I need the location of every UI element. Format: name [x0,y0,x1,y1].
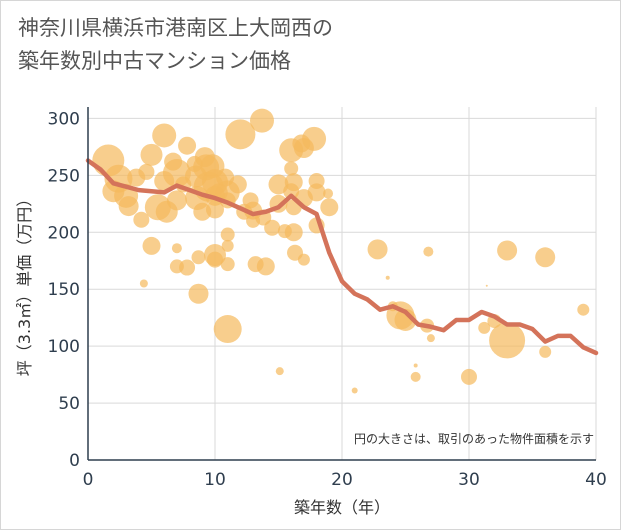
bubble-point [307,183,326,202]
y-tick-label: 50 [58,394,80,414]
bubble-point [220,257,235,272]
bubble-point [284,173,303,192]
bubble-point [284,223,303,242]
chart-title: 神奈川県横浜市港南区上大岡西の 築年数別中古マンション価格 [18,12,333,78]
y-tick-label: 100 [48,337,80,357]
bubble-point [423,246,434,257]
chart-title-line-1: 神奈川県横浜市港南区上大岡西の [18,16,333,40]
bubble-point [152,123,177,148]
bubble-point [302,126,327,151]
tick-labels: 0 50 100 150 200 250 300 0 10 20 30 40 [48,109,607,490]
bubble-point [178,136,197,155]
y-tick-label: 150 [48,280,80,300]
bubble-point [213,315,242,344]
y-tick-label: 200 [48,223,80,243]
bubble-point [206,200,224,219]
bubble-point [413,363,418,368]
bubble-point [320,198,339,217]
bubble-point [284,161,299,176]
bubble-series [92,108,590,394]
bubble-point [497,240,518,261]
bubble-point [478,321,491,334]
bubble-point [426,334,435,343]
bubble-point [171,243,182,254]
bubble-point [220,227,235,242]
bubble-point [297,253,310,266]
bubble-point [489,322,526,359]
bubble-point [166,190,187,211]
bubble-point [179,259,196,276]
x-tick-label: 30 [458,470,480,490]
y-tick-label: 0 [69,451,80,471]
bubble-point [539,345,552,358]
x-tick-label: 40 [585,470,607,490]
y-axis-title: 坪（3.3㎡）単価（万円） [15,191,34,376]
bubble-point [139,279,148,288]
bubble-point [461,368,477,385]
bubble-point [118,196,139,217]
bubble-size-note: 円の大きさは、取引のあった物件面積を示す [354,431,594,446]
bubble-point [191,250,206,265]
bubble-point [264,219,281,236]
axes [87,107,596,461]
bubble-point [228,175,247,194]
bubble-point [256,257,275,276]
average-price-line [85,158,599,356]
y-tick-label: 300 [48,109,80,129]
bubble-point [207,251,223,268]
x-axis-title: 築年数（年） [294,498,390,517]
x-tick-label: 10 [204,470,226,490]
bubble-point [577,303,590,316]
average-line-series [85,158,599,356]
bubble-point [133,211,150,228]
bubble-point [249,108,274,133]
bubble-point [225,119,256,150]
bubble-point [323,188,334,199]
bubble-point [485,284,488,287]
bubble-point [142,236,161,255]
bubble-point [140,143,163,166]
chart-title-line-2: 築年数別中古マンション価格 [18,49,291,73]
bubble-point [138,163,155,180]
bubble-point [367,239,388,260]
bubble-point [188,283,209,304]
x-tick-label: 0 [83,470,94,490]
bubble-point [410,371,421,382]
x-tick-label: 20 [331,470,353,490]
bubble-point [221,239,234,252]
bubble-point [535,247,556,268]
bubble-point [275,367,284,376]
bubble-point [385,275,390,280]
bubble-point [351,387,358,394]
y-tick-label: 250 [48,166,80,186]
